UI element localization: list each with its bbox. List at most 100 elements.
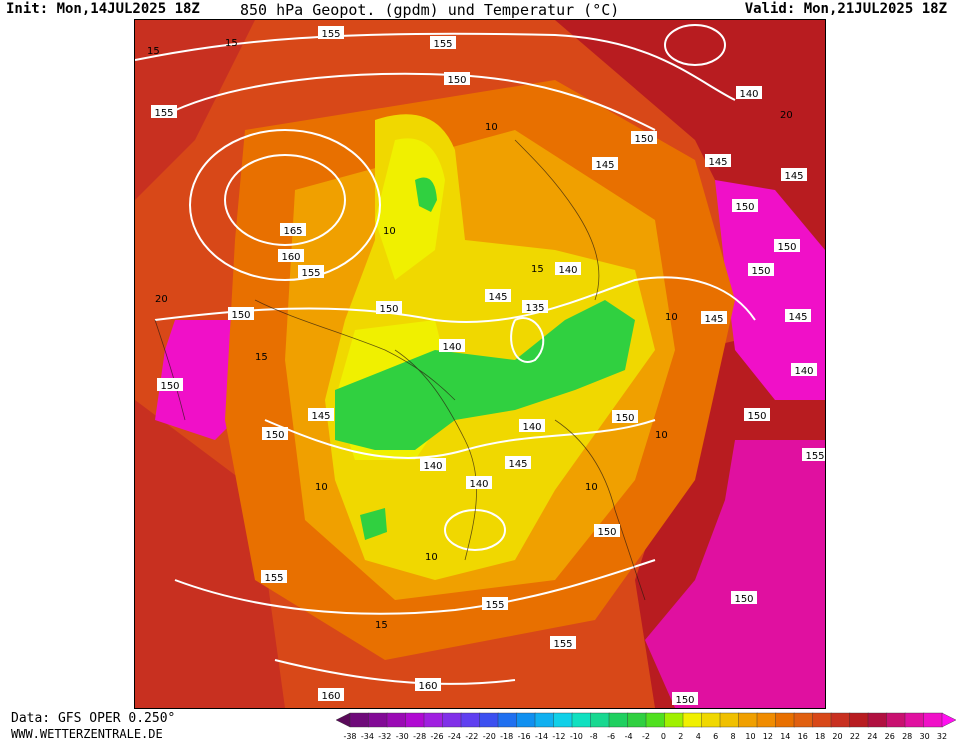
legend-swatch <box>738 712 758 728</box>
geopotential-label: 140 <box>794 366 813 377</box>
legend-tick-label: 24 <box>867 732 877 741</box>
legend-tick-label: -18 <box>500 732 513 741</box>
map-canvas: 155 155 150 155 140 150 145 145 145 150 … <box>135 20 825 708</box>
legend-tick-label: 32 <box>937 732 947 741</box>
legend-tick-label: -12 <box>552 732 565 741</box>
cold-band <box>335 300 635 450</box>
weather-map: 155 155 150 155 140 150 145 145 145 150 … <box>134 19 826 709</box>
geopotential-label: 150 <box>265 430 284 441</box>
geopotential-label: 145 <box>311 411 330 422</box>
cold-pocket-south <box>360 508 387 540</box>
geopotential-label: 145 <box>508 459 527 470</box>
legend-swatch <box>553 712 573 728</box>
legend-swatch <box>904 712 925 728</box>
temperature-label: 15 <box>225 38 238 49</box>
geopotential-label: 150 <box>751 266 770 277</box>
legend-swatch <box>497 712 518 728</box>
temperature-label-group: 15 15 20 10 10 15 10 10 20 10 15 10 15 1… <box>147 38 793 631</box>
valid-time: Valid: Mon,21JUL2025 18Z <box>744 1 947 17</box>
temperature-label: 10 <box>425 552 438 563</box>
legend-swatch <box>349 712 370 728</box>
geopotential-label: 150 <box>634 134 653 145</box>
temperature-label: 20 <box>780 110 793 121</box>
geopotential-label: 150 <box>447 75 466 86</box>
legend-swatch <box>664 712 684 728</box>
legend-swatch <box>405 712 425 728</box>
geopotential-label: 145 <box>784 171 803 182</box>
temperature-label: 10 <box>383 226 396 237</box>
geopotential-label: 165 <box>283 226 302 237</box>
geopotential-label: 160 <box>281 252 300 263</box>
legend-swatch <box>793 712 814 728</box>
geopotential-label-group: 155 155 150 155 140 150 145 145 145 150 … <box>151 26 825 706</box>
temperature-label: 15 <box>147 46 160 57</box>
geopotential-label: 150 <box>597 527 616 538</box>
temperature-label: 10 <box>315 482 328 493</box>
temperature-label: 10 <box>655 430 668 441</box>
geopotential-label: 155 <box>264 573 283 584</box>
legend-swatch <box>849 712 869 728</box>
temperature-label: 15 <box>375 620 388 631</box>
geopotential-label: 155 <box>553 639 572 650</box>
geopotential-label: 145 <box>595 160 614 171</box>
geopotential-label: 155 <box>301 268 320 279</box>
legend-tick-label: 30 <box>919 732 929 741</box>
legend-swatch <box>812 712 832 728</box>
geopotential-label: 140 <box>423 461 442 472</box>
geopotential-label: 155 <box>485 600 504 611</box>
legend-swatch <box>775 712 795 728</box>
geopotential-label: 150 <box>747 411 766 422</box>
legend-tick-label: 14 <box>780 732 790 741</box>
legend-tick-label: -6 <box>607 732 615 741</box>
legend-tick-label: 26 <box>885 732 895 741</box>
cool-core-north <box>375 138 445 280</box>
legend-tick-label: 8 <box>731 732 736 741</box>
geopotential-label: 140 <box>522 422 541 433</box>
geopotential-label: 155 <box>154 108 173 119</box>
geopotential-label: 155 <box>321 29 340 40</box>
legend-tick-label: -28 <box>413 732 426 741</box>
geopotential-label: 150 <box>734 594 753 605</box>
legend-tick-label: -20 <box>483 732 496 741</box>
hot-region-nw <box>135 20 255 200</box>
legend-swatch <box>923 712 943 728</box>
legend-tick-label: 18 <box>815 732 825 741</box>
geopotential-label: 150 <box>615 413 634 424</box>
data-source: Data: GFS OPER 0.250° <box>11 711 176 726</box>
legend-swatch <box>460 712 481 728</box>
geopotential-label: 140 <box>558 265 577 276</box>
legend-tick-label: 28 <box>902 732 912 741</box>
temperature-label: 10 <box>665 312 678 323</box>
extreme-heat-east <box>715 180 825 400</box>
legend-tick-label: -24 <box>448 732 461 741</box>
legend-tick-label: -4 <box>625 732 633 741</box>
legend-tick-label: 0 <box>661 732 666 741</box>
legend-tick-label: -8 <box>590 732 598 741</box>
legend-swatch <box>479 712 499 728</box>
geopotential-label: 140 <box>469 479 488 490</box>
legend-swatch <box>719 712 740 728</box>
legend-ticks: -38 -34 -32 -30 -28 -26 -24 -22 -20 -18 -16 -14 -12-… <box>343 732 947 741</box>
temperature-label: 10 <box>585 482 598 493</box>
legend-swatch <box>830 712 851 728</box>
legend-swatch <box>335 712 351 728</box>
legend-tick-label: 12 <box>763 732 773 741</box>
legend-swatch <box>423 712 444 728</box>
legend-swatch <box>867 712 888 728</box>
legend-swatches <box>335 712 957 728</box>
legend-tick-label: 4 <box>696 732 701 741</box>
website: WWW.WETTERZENTRALE.DE <box>11 727 163 741</box>
legend-tick-label: -38 <box>343 732 356 741</box>
geopotential-label: 150 <box>735 202 754 213</box>
legend-swatch <box>627 712 647 728</box>
legend-swatch <box>701 712 721 728</box>
legend-swatch <box>442 712 462 728</box>
legend-tick-label: -14 <box>535 732 548 741</box>
legend-tick-label: 20 <box>832 732 842 741</box>
legend-swatch <box>756 712 777 728</box>
legend-tick-label: 16 <box>798 732 808 741</box>
geopotential-label: 150 <box>379 304 398 315</box>
legend-swatch <box>941 712 957 728</box>
geopotential-label: 160 <box>321 691 340 702</box>
geopotential-label: 150 <box>160 381 179 392</box>
